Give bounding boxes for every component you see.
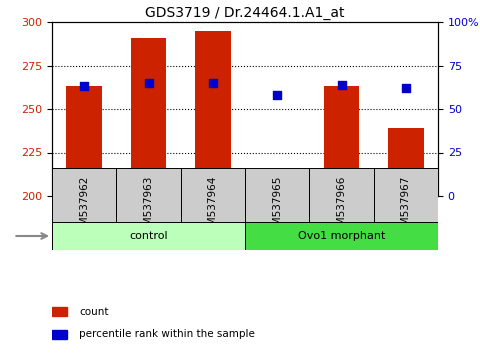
Text: Ovo1 morphant: Ovo1 morphant	[298, 231, 385, 241]
Bar	[324, 86, 359, 196]
Bar	[180, 168, 245, 246]
Point	[80, 84, 88, 89]
Bar	[388, 128, 423, 196]
Text: count: count	[79, 307, 108, 316]
Point	[402, 85, 409, 91]
Bar	[309, 168, 373, 246]
Bar	[260, 173, 295, 196]
Bar	[245, 168, 309, 246]
Text: GSM537965: GSM537965	[272, 175, 282, 239]
Title: GDS3719 / Dr.24464.1.A1_at: GDS3719 / Dr.24464.1.A1_at	[145, 6, 345, 19]
Bar	[116, 168, 180, 246]
Point	[273, 92, 281, 98]
Bar	[52, 307, 67, 316]
Text: GSM537967: GSM537967	[401, 175, 411, 239]
Point	[144, 80, 152, 86]
Text: control: control	[129, 231, 168, 241]
Text: percentile rank within the sample: percentile rank within the sample	[79, 330, 255, 339]
Point	[209, 80, 216, 86]
Bar	[195, 31, 230, 196]
Text: GSM537964: GSM537964	[208, 175, 218, 239]
Bar	[66, 86, 102, 196]
Bar	[131, 38, 166, 196]
Bar	[52, 330, 67, 338]
Text: GSM537962: GSM537962	[79, 175, 89, 239]
Point	[337, 82, 345, 87]
Bar	[373, 168, 438, 246]
Bar	[52, 168, 116, 246]
Bar	[52, 222, 245, 250]
Text: GSM537963: GSM537963	[144, 175, 154, 239]
Bar	[245, 222, 438, 250]
Text: GSM537966: GSM537966	[336, 175, 347, 239]
